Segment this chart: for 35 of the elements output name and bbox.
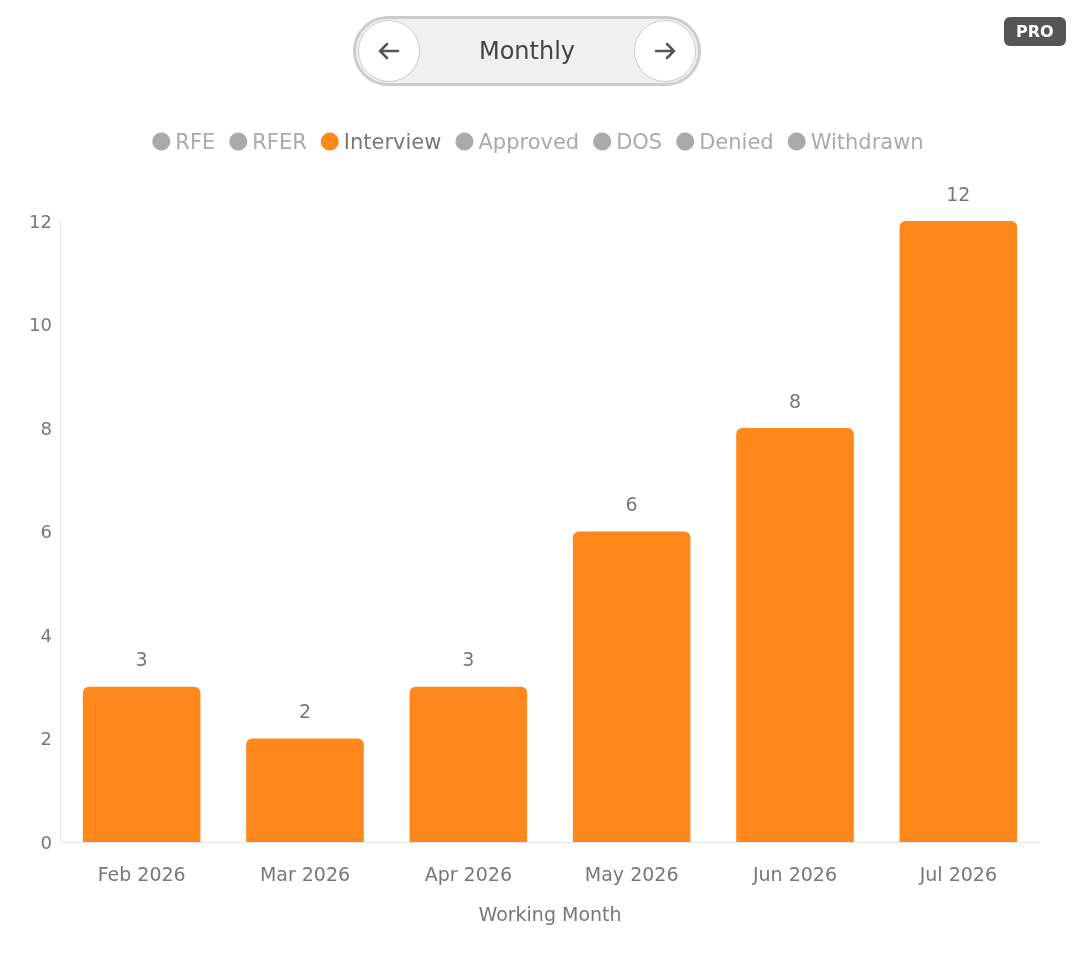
data-label: 3 [135,648,148,671]
bar [246,738,364,842]
y-tick-label: 6 [40,521,52,542]
y-tick-label: 4 [40,624,52,646]
bar [82,686,201,842]
x-tick-label: May 2026 [584,862,679,885]
y-tick-label: 8 [40,417,52,439]
data-label: 12 [946,182,971,205]
y-tick-label: 12 [29,210,52,232]
y-tick-label: 0 [40,831,52,853]
data-label: 2 [298,700,312,722]
x-tick-label: Mar 2026 [259,862,351,885]
x-tick-label: Jul 2026 [918,862,997,885]
x-tick-label: Jun 2026 [751,862,838,885]
bar [899,221,1018,842]
data-label: 8 [788,389,802,412]
bar [572,531,691,842]
text: PRO [1004,17,1066,46]
text: Monthly [478,37,576,65]
legend-label: Interview [343,129,442,154]
x-tick-label: Feb 2026 [97,862,186,885]
legend-label: RFE [175,129,216,154]
data-label: 6 [625,493,638,515]
bar [736,428,854,842]
x-axis-title: Working Month [478,902,622,925]
legend-label: Withdrawn [810,129,924,154]
bar [409,686,528,842]
data-label: 3 [462,648,475,671]
y-tick-label: 10 [29,314,52,335]
y-tick-label: 2 [40,728,52,749]
legend-label: Approved [478,129,580,154]
legend-label: Denied [699,129,774,154]
legend-label: DOS [616,129,663,154]
legend-label: RFER [252,129,307,154]
x-tick-label: Apr 2026 [424,862,512,885]
